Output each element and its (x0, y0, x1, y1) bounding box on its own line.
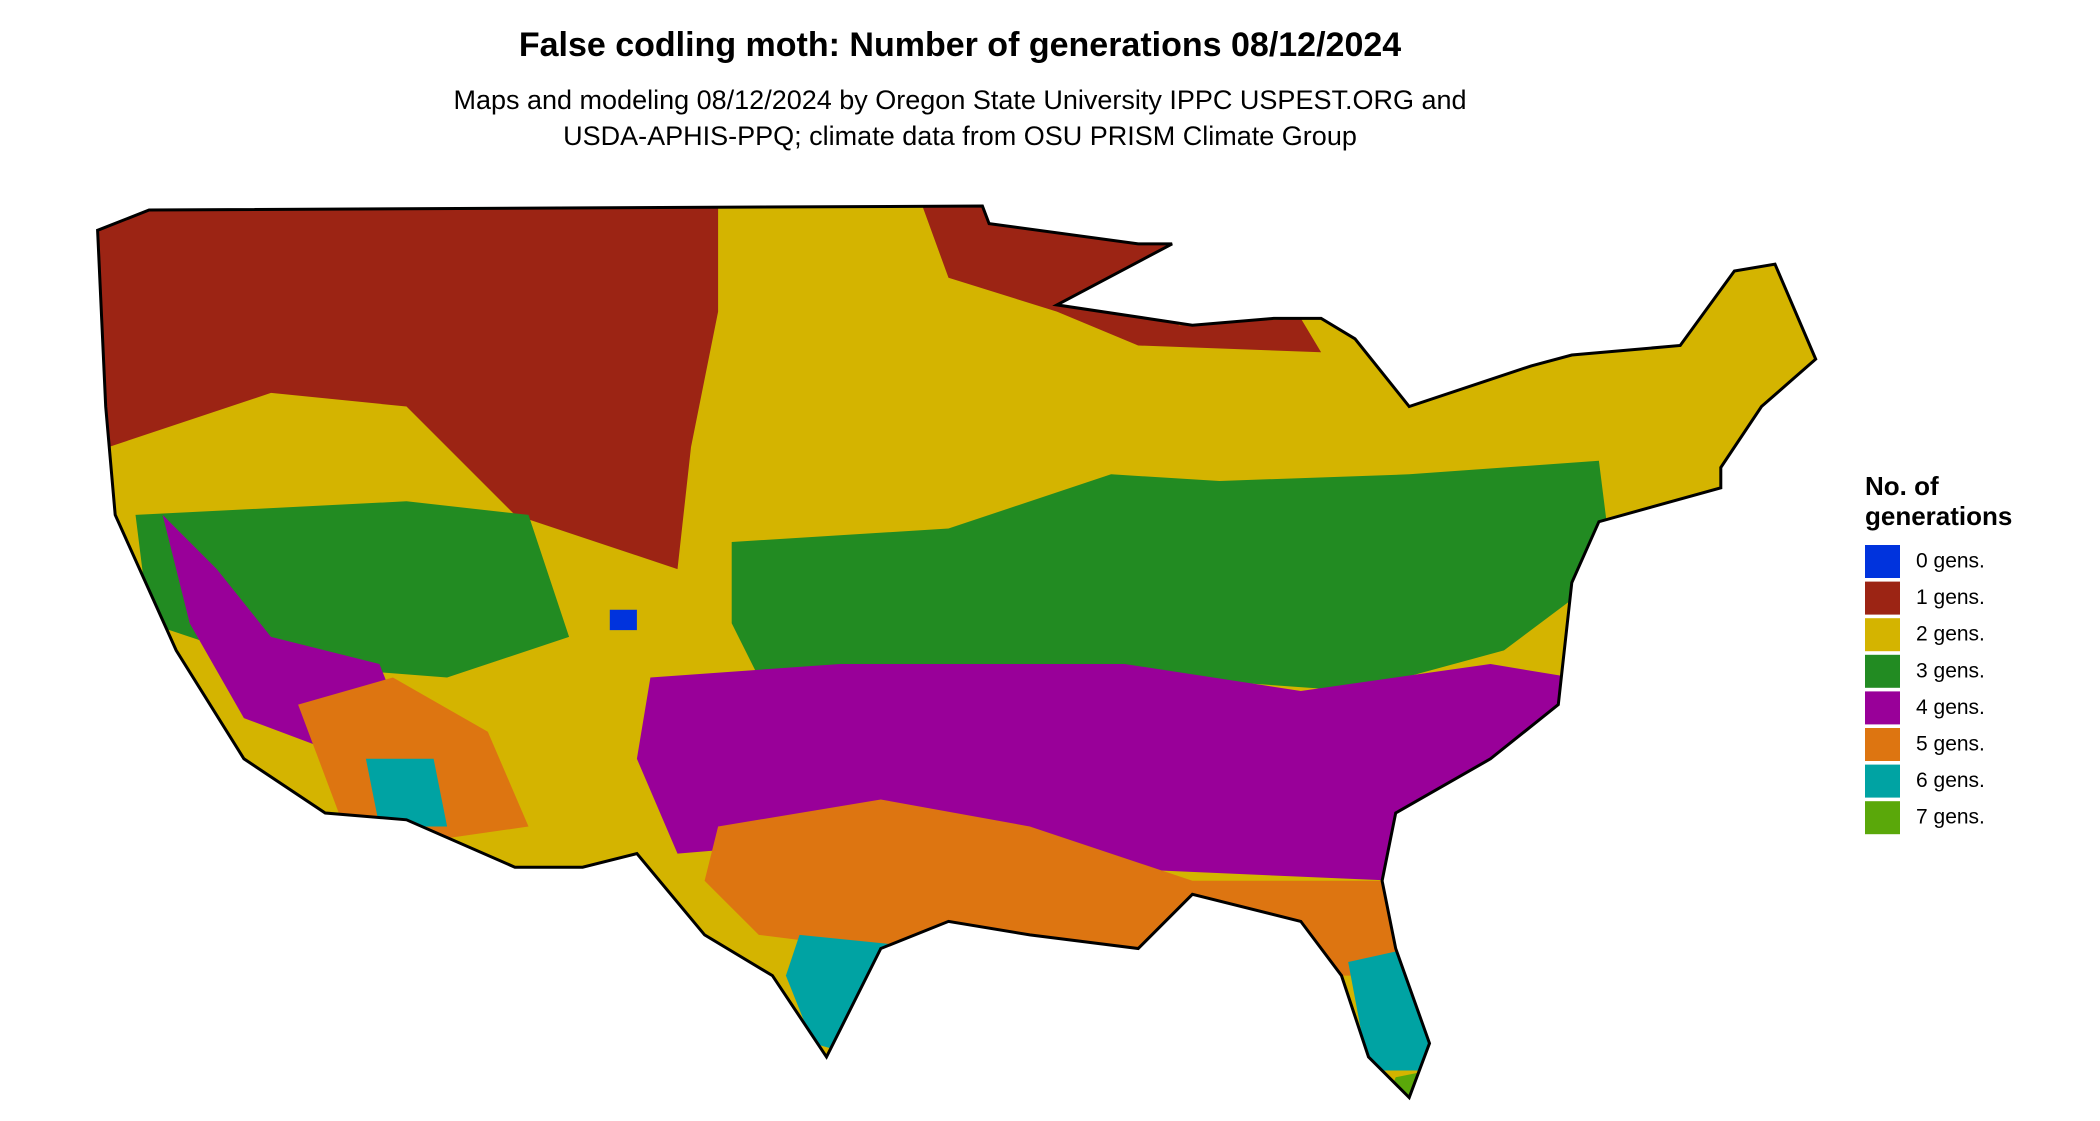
region (731, 460, 1613, 691)
legend-label: 1 gens. (1916, 586, 1985, 609)
legend-swatch (1865, 801, 1900, 835)
legend-label: 2 gens. (1916, 623, 1985, 646)
legend-label: 6 gens. (1916, 769, 1985, 792)
subtitle: USDA-APHIS-PPQ; climate data from OSU PR… (563, 121, 1357, 151)
legend-label: 3 gens. (1916, 659, 1985, 682)
subtitle: Maps and modeling 08/12/2024 by Oregon S… (453, 85, 1466, 115)
legend-swatch (1865, 581, 1900, 615)
map (97, 206, 1816, 1098)
legend-label: 0 gens. (1916, 550, 1985, 573)
legend-swatch (1865, 728, 1900, 761)
region (97, 206, 719, 570)
us-outline (96, 204, 1818, 1101)
legend-swatch (1865, 691, 1900, 725)
region (609, 609, 637, 631)
legend-label: 7 gens. (1916, 806, 1985, 829)
legend-swatch (1865, 618, 1900, 652)
region (785, 934, 935, 1071)
legend-label: 4 gens. (1916, 696, 1985, 719)
legend-title: generations (1865, 501, 2012, 531)
region (365, 758, 448, 827)
legend-swatch (1865, 654, 1900, 688)
legend: No. of generations 0 gens. 1 gens. 2 gens.… (1865, 471, 2012, 835)
title: False codling moth: Number of generation… (519, 26, 1401, 64)
legend-swatch (1865, 545, 1900, 578)
region (704, 799, 1403, 976)
legend-title: No. of (1865, 471, 1939, 501)
region (1348, 948, 1437, 1071)
legend-label: 5 gens. (1916, 733, 1985, 756)
legend-swatch (1865, 764, 1900, 798)
